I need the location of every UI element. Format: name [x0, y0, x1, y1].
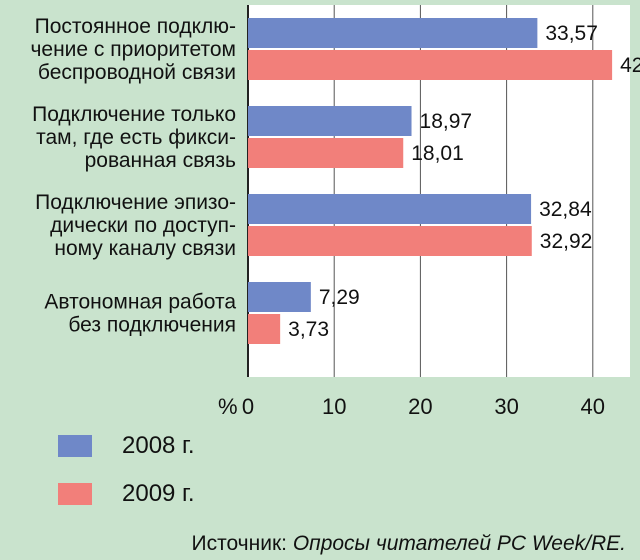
x-tick-label: 30	[494, 394, 518, 419]
data-label: 18,01	[411, 142, 464, 165]
bar	[248, 138, 404, 168]
x-axis-ticks: 0 10 20 30 40	[242, 394, 605, 419]
x-tick-label: 0	[242, 394, 254, 419]
x-axis-unit: %	[218, 394, 238, 419]
category-label: Постоянное подклю-чение с приоритетом бес…	[30, 15, 236, 84]
bar	[248, 106, 412, 136]
bar	[248, 314, 281, 344]
x-tick-label: 20	[408, 394, 432, 419]
data-label: 7,29	[319, 286, 360, 309]
data-label: 42,24	[620, 54, 640, 77]
category-label-line: Подключение эпизо-	[35, 191, 236, 214]
legend-label-2009: 2009 г.	[122, 480, 195, 507]
legend-item-2009: 2009 г.	[58, 480, 195, 508]
bar	[248, 226, 532, 256]
data-label: 32,92	[540, 230, 593, 253]
data-label: 3,73	[288, 318, 329, 341]
bar	[248, 282, 311, 312]
data-label: 32,84	[539, 198, 592, 221]
category-label-line: дически по доступ-	[50, 214, 236, 237]
category-label-line: чение с приоритетом	[30, 38, 236, 61]
category-label-line: Подключение только	[32, 103, 236, 126]
bar	[248, 18, 538, 48]
category-label-line: там, где есть фикси-	[36, 126, 236, 149]
data-labels: 33,57 42,24 18,97 18,01 32,84 32,92 7,29 3,73	[288, 22, 640, 341]
legend-label-2008: 2008 г.	[122, 432, 195, 459]
category-label: Подключение только там, где есть фикси-ро…	[32, 103, 236, 172]
source-note: Источник: Опросы читателей PC Week/RE.	[191, 532, 626, 556]
category-label-line: рованная связь	[85, 149, 236, 172]
category-label-line: без подключения	[68, 314, 236, 337]
bar	[248, 50, 613, 80]
category-label-line: Автономная работа	[44, 291, 236, 314]
legend-swatch-2009	[58, 483, 92, 505]
legend-item-2008: 2008 г.	[58, 432, 195, 460]
category-labels: Постоянное подклю-чение с приоритетом бес…	[30, 15, 236, 337]
bars	[248, 18, 613, 344]
x-tick-label: 40	[581, 394, 605, 419]
source-prefix: Источник:	[191, 532, 293, 555]
category-label-line: ному каналу связи	[54, 237, 236, 260]
category-label: Подключение эпизо-дически по доступ-ному…	[35, 191, 236, 260]
source-text: Опросы читателей PC Week/RE.	[292, 532, 626, 555]
category-label-line: Постоянное подклю-	[35, 15, 236, 38]
data-label: 18,97	[420, 110, 473, 133]
bar	[248, 194, 532, 224]
category-label-line: беспроводной связи	[38, 61, 236, 84]
legend-swatch-2008	[58, 435, 92, 457]
x-tick-label: 10	[322, 394, 346, 419]
data-label: 33,57	[545, 22, 598, 45]
category-label: Автономная работа без подключения	[44, 291, 236, 337]
bar-chart: Постоянное подклю-чение с приоритетом бес…	[30, 5, 640, 419]
